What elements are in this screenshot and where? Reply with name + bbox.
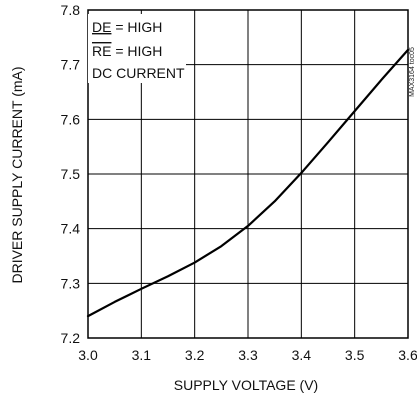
y-tick-label: 7.2: [61, 330, 81, 346]
x-tick-label: 3.3: [238, 347, 258, 363]
tick-labels: 3.0 3.1 3.2 3.3 3.4 3.5 3.6 7.2 7.3 7.4 7.5 7.6 7.7 7…: [61, 2, 417, 363]
x-tick-label: 3.2: [185, 347, 205, 363]
y-tick-label: 7.6: [61, 111, 81, 127]
annotation-re-label: RE = HIGH: [92, 43, 162, 59]
y-tick-label: 7.5: [61, 166, 81, 182]
annotation-re-signal: RE: [92, 43, 111, 59]
x-tick-label: 3.6: [398, 347, 417, 363]
x-tick-label: 3.1: [132, 347, 152, 363]
x-tick-label: 3.5: [345, 347, 365, 363]
annotation-de-label: DE = HIGH: [92, 19, 162, 35]
y-axis-title: DRIVER SUPPLY CURRENT (mA): [9, 66, 25, 283]
grid: [88, 10, 408, 338]
annotation-dc-current: DC CURRENT: [92, 65, 185, 81]
annotation-background: [88, 14, 186, 83]
y-tick-label: 7.8: [61, 2, 81, 18]
annotation-de-signal: DE: [92, 19, 111, 35]
side-mark: MAX3164 toc05: [409, 47, 416, 97]
plot-frame: [87, 9, 409, 339]
y-tick-label: 7.7: [61, 57, 81, 73]
series-line: [86, 48, 410, 318]
x-axis-title: SUPPLY VOLTAGE (V): [174, 377, 318, 393]
annotation-de-value: = HIGH: [111, 19, 162, 35]
annotation-re-value: = HIGH: [111, 43, 162, 59]
series-layer: [86, 48, 410, 318]
y-tick-label: 7.3: [61, 275, 81, 291]
x-tick-label: 3.4: [292, 347, 312, 363]
plot-border: [87, 9, 409, 339]
annotation-box: DE = HIGH RE = HIGH DC CURRENT: [88, 14, 186, 83]
y-tick-label: 7.4: [61, 221, 81, 237]
x-tick-label: 3.0: [78, 347, 98, 363]
